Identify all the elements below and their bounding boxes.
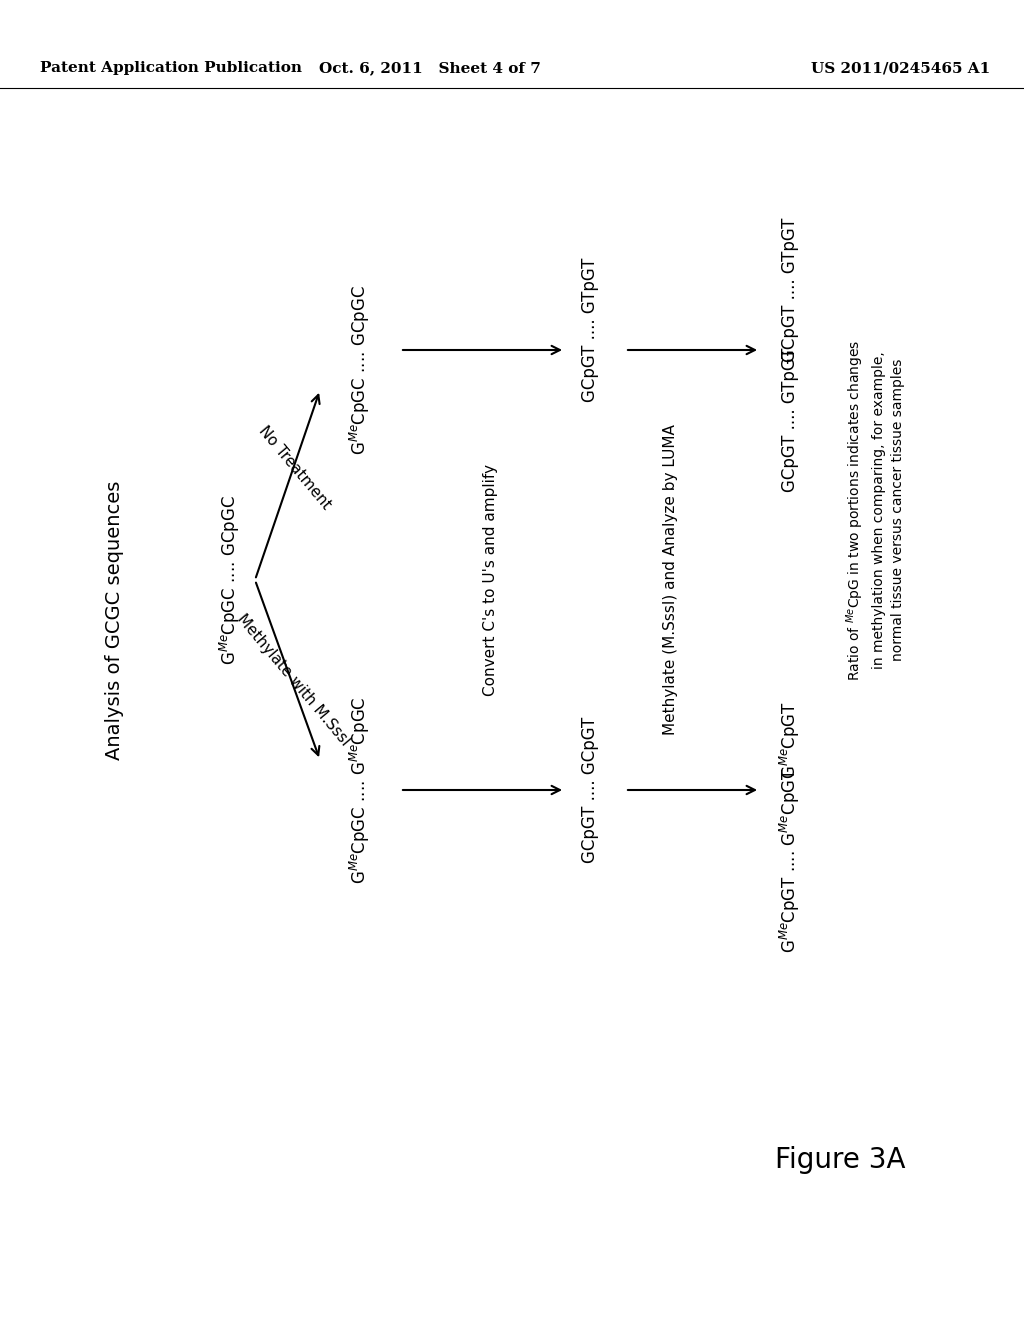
Text: No Treatment: No Treatment [256,424,334,512]
Text: G$^{Me}$CpGC .... G$^{Me}$CpGC: G$^{Me}$CpGC .... G$^{Me}$CpGC [348,696,372,884]
Text: Patent Application Publication: Patent Application Publication [40,61,302,75]
Text: G$^{Me}$CpGT .... G$^{Me}$CpGT: G$^{Me}$CpGT .... G$^{Me}$CpGT [778,767,802,953]
Text: Analysis of GCGC sequences: Analysis of GCGC sequences [105,480,125,760]
Text: GCpGT .... GCpGT: GCpGT .... GCpGT [581,717,599,863]
Text: Convert C's to U's and amplify: Convert C's to U's and amplify [482,465,498,696]
Text: Ratio of $^{Me}$CpG in two portions indicates changes
in methylation when compar: Ratio of $^{Me}$CpG in two portions indi… [845,339,905,681]
Text: GCpGT .... GTpGT: GCpGT .... GTpGT [581,257,599,403]
Text: US 2011/0245465 A1: US 2011/0245465 A1 [811,61,990,75]
Text: GCpGT .... GTpGT: GCpGT .... GTpGT [781,218,799,362]
Text: Oct. 6, 2011   Sheet 4 of 7: Oct. 6, 2011 Sheet 4 of 7 [319,61,541,75]
Text: G$^{Me}$CpGC .... GCpGC: G$^{Me}$CpGC .... GCpGC [218,495,242,665]
Text: G$^{Me}$CpGT: G$^{Me}$CpGT [778,701,802,779]
Text: GCpGT .... GTpGT: GCpGT .... GTpGT [781,347,799,492]
Text: Figure 3A: Figure 3A [775,1146,905,1173]
Text: G$^{Me}$CpGC .... GCpGC: G$^{Me}$CpGC .... GCpGC [348,285,372,455]
Text: Methylate with M.SssI: Methylate with M.SssI [233,611,352,748]
Text: Methylate (M.SssI) and Analyze by LUMA: Methylate (M.SssI) and Analyze by LUMA [663,425,678,735]
